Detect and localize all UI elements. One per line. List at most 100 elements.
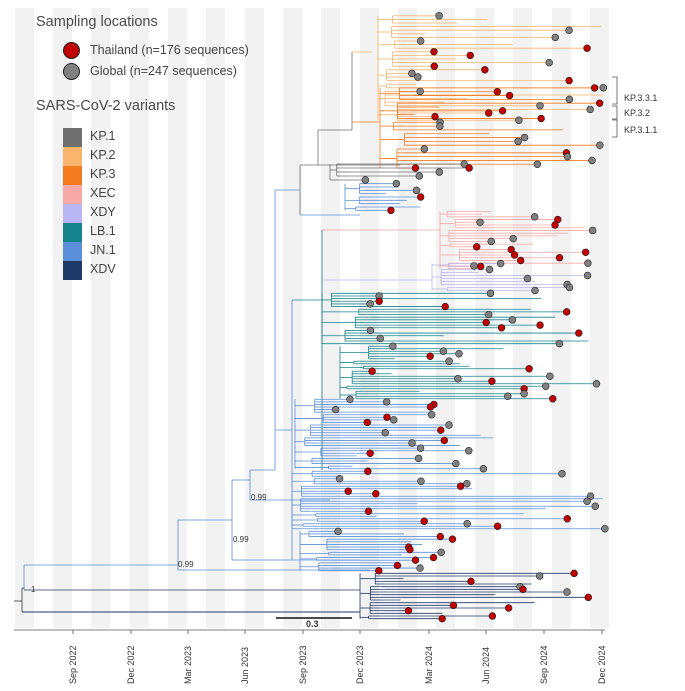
tip-thailand	[411, 164, 420, 172]
tip-thailand	[431, 112, 439, 121]
tip-thailand	[430, 48, 438, 56]
tip-thailand	[504, 604, 513, 612]
tip-thailand	[493, 88, 501, 96]
tree-branches	[14, 15, 605, 620]
tip-global	[485, 310, 493, 319]
tip-thailand	[536, 321, 544, 329]
tip-global	[445, 421, 453, 429]
tip-thailand	[488, 377, 496, 385]
tip-global	[536, 102, 544, 110]
tip-global	[412, 186, 421, 195]
tip-global	[463, 520, 471, 528]
tip-thailand	[440, 436, 449, 445]
tip-thailand	[437, 426, 445, 434]
variant-jn1-label: JN.1	[90, 243, 116, 257]
tip-global	[439, 347, 448, 355]
location-global-label: Global (n=247 sequences)	[90, 64, 237, 78]
time-band	[436, 8, 455, 628]
tip-global	[334, 527, 342, 536]
tip-thailand	[393, 561, 402, 570]
tip-thailand	[485, 109, 493, 117]
tip-global	[414, 454, 423, 463]
tip-thailand	[430, 62, 438, 70]
tip-global	[588, 226, 597, 235]
tip-thailand	[481, 66, 489, 74]
tip-global	[435, 12, 443, 20]
variant-kp1-label: KP.1	[90, 129, 116, 143]
tip-global	[392, 179, 401, 188]
tip-global	[452, 459, 460, 468]
tip-thailand	[472, 243, 481, 251]
tip-thailand	[498, 107, 507, 115]
time-band	[360, 8, 379, 628]
tip-global	[596, 141, 604, 149]
tip-thailand	[366, 449, 374, 457]
tip-thailand	[482, 318, 490, 327]
tip-thailand	[364, 507, 373, 515]
variant-xdy-label: XDY	[90, 205, 116, 219]
tip-global	[563, 588, 571, 596]
swatch-kp3	[63, 166, 82, 185]
tip-global	[455, 350, 463, 358]
tip-global	[366, 326, 375, 335]
tip-thailand	[426, 403, 435, 411]
tip-global	[487, 237, 495, 246]
variant-lb1-label: LB.1	[90, 224, 116, 238]
tip-thailand	[449, 601, 458, 610]
tip-thailand	[404, 606, 413, 615]
tip-global	[583, 497, 591, 505]
tip-global	[376, 334, 384, 343]
variant-xdv-label: XDV	[90, 262, 116, 276]
tip-global	[381, 429, 389, 437]
tip-global	[486, 289, 495, 298]
tip-global	[535, 572, 544, 580]
tip-global	[437, 548, 445, 557]
tip-thailand	[570, 569, 578, 578]
location-thailand-label: Thailand (n=176 sequences)	[90, 43, 249, 57]
tip-thailand	[416, 193, 425, 201]
tip-thailand	[441, 302, 449, 311]
swatch-lb1	[63, 223, 82, 242]
tip-global	[479, 465, 488, 473]
tip-global	[509, 234, 517, 243]
time-band	[91, 8, 110, 628]
tip-global	[420, 145, 429, 153]
tip-global	[545, 58, 553, 67]
clade-label: KP.3.2	[624, 108, 650, 118]
axis-tick-label: Mar 2023	[183, 646, 193, 684]
tip-global	[601, 525, 609, 533]
tip-thailand	[525, 365, 533, 373]
time-band	[168, 8, 187, 628]
tip-global	[520, 133, 529, 142]
tip-global	[551, 33, 559, 42]
sampling-locations-title: Sampling locations	[36, 14, 158, 30]
variant-kp3-label: KP.3	[90, 167, 116, 181]
tip-global	[335, 475, 344, 483]
tip-global	[416, 564, 424, 572]
tip-thailand	[411, 556, 420, 564]
tip-thailand	[387, 206, 395, 215]
tip-thailand	[375, 297, 383, 305]
axis-tick-label: Jun 2023	[240, 647, 250, 684]
tip-thailand	[406, 545, 414, 554]
swatch-xdv	[63, 261, 82, 280]
tip-global	[533, 160, 542, 168]
tip-global	[565, 26, 573, 34]
tip-global	[435, 168, 443, 176]
tip-global	[383, 398, 391, 406]
tip-thailand	[565, 76, 573, 85]
tip-global	[470, 262, 478, 270]
tip-global	[565, 283, 574, 292]
tip-thailand	[375, 566, 383, 575]
tip-global	[542, 382, 550, 390]
tip-thailand	[493, 522, 502, 530]
tip-thailand	[555, 254, 564, 262]
tip-thailand	[466, 51, 474, 60]
time-band	[130, 8, 149, 628]
tip-thailand	[476, 262, 485, 271]
swatch-kp1	[63, 128, 82, 147]
tip-thailand	[519, 585, 527, 594]
tip-global	[416, 444, 425, 452]
tip-global	[331, 405, 340, 414]
